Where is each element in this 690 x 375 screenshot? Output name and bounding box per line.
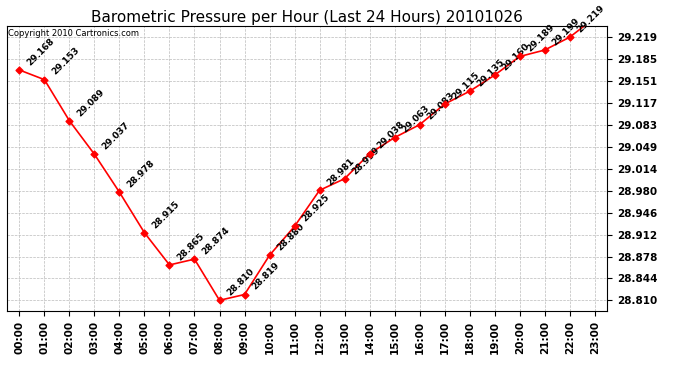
Text: Copyright 2010 Cartronics.com: Copyright 2010 Cartronics.com xyxy=(8,29,139,38)
Text: 28.874: 28.874 xyxy=(200,225,231,256)
Point xyxy=(464,88,475,94)
Point xyxy=(264,252,275,258)
Point xyxy=(89,151,100,157)
Point xyxy=(114,189,125,195)
Text: 28.978: 28.978 xyxy=(125,158,156,189)
Text: 28.865: 28.865 xyxy=(175,231,206,262)
Point xyxy=(514,54,525,60)
Text: 29.189: 29.189 xyxy=(525,22,556,54)
Point xyxy=(14,67,25,73)
Text: 29.219: 29.219 xyxy=(575,3,607,34)
Point xyxy=(364,151,375,157)
Text: 29.115: 29.115 xyxy=(450,70,481,101)
Text: 29.038: 29.038 xyxy=(375,120,406,151)
Point xyxy=(64,118,75,124)
Point xyxy=(164,262,175,268)
Text: 29.083: 29.083 xyxy=(425,91,456,122)
Text: 29.089: 29.089 xyxy=(75,87,106,118)
Point xyxy=(239,291,250,297)
Point xyxy=(139,230,150,236)
Text: 29.199: 29.199 xyxy=(550,16,582,47)
Point xyxy=(539,47,550,53)
Text: 28.999: 28.999 xyxy=(350,145,382,176)
Text: 29.249: 29.249 xyxy=(0,374,1,375)
Point xyxy=(564,34,575,40)
Text: 29.168: 29.168 xyxy=(25,36,56,67)
Point xyxy=(189,256,200,262)
Point xyxy=(214,297,225,303)
Point xyxy=(339,176,350,182)
Point xyxy=(314,187,325,193)
Point xyxy=(389,135,400,141)
Point xyxy=(489,72,500,78)
Text: 29.153: 29.153 xyxy=(50,46,81,77)
Text: 28.915: 28.915 xyxy=(150,199,181,230)
Text: 29.063: 29.063 xyxy=(400,104,431,135)
Text: 28.925: 28.925 xyxy=(300,193,331,224)
Point xyxy=(289,224,300,230)
Text: 29.160: 29.160 xyxy=(500,42,531,72)
Point xyxy=(589,15,600,21)
Text: 28.810: 28.810 xyxy=(225,267,256,297)
Title: Barometric Pressure per Hour (Last 24 Hours) 20101026: Barometric Pressure per Hour (Last 24 Ho… xyxy=(91,10,523,25)
Text: 29.135: 29.135 xyxy=(475,57,506,88)
Text: 28.819: 28.819 xyxy=(250,261,281,292)
Text: 28.981: 28.981 xyxy=(325,157,356,188)
Text: 28.880: 28.880 xyxy=(275,222,306,252)
Point xyxy=(39,76,50,82)
Point xyxy=(439,101,450,107)
Text: 29.037: 29.037 xyxy=(100,120,131,152)
Point xyxy=(414,122,425,128)
